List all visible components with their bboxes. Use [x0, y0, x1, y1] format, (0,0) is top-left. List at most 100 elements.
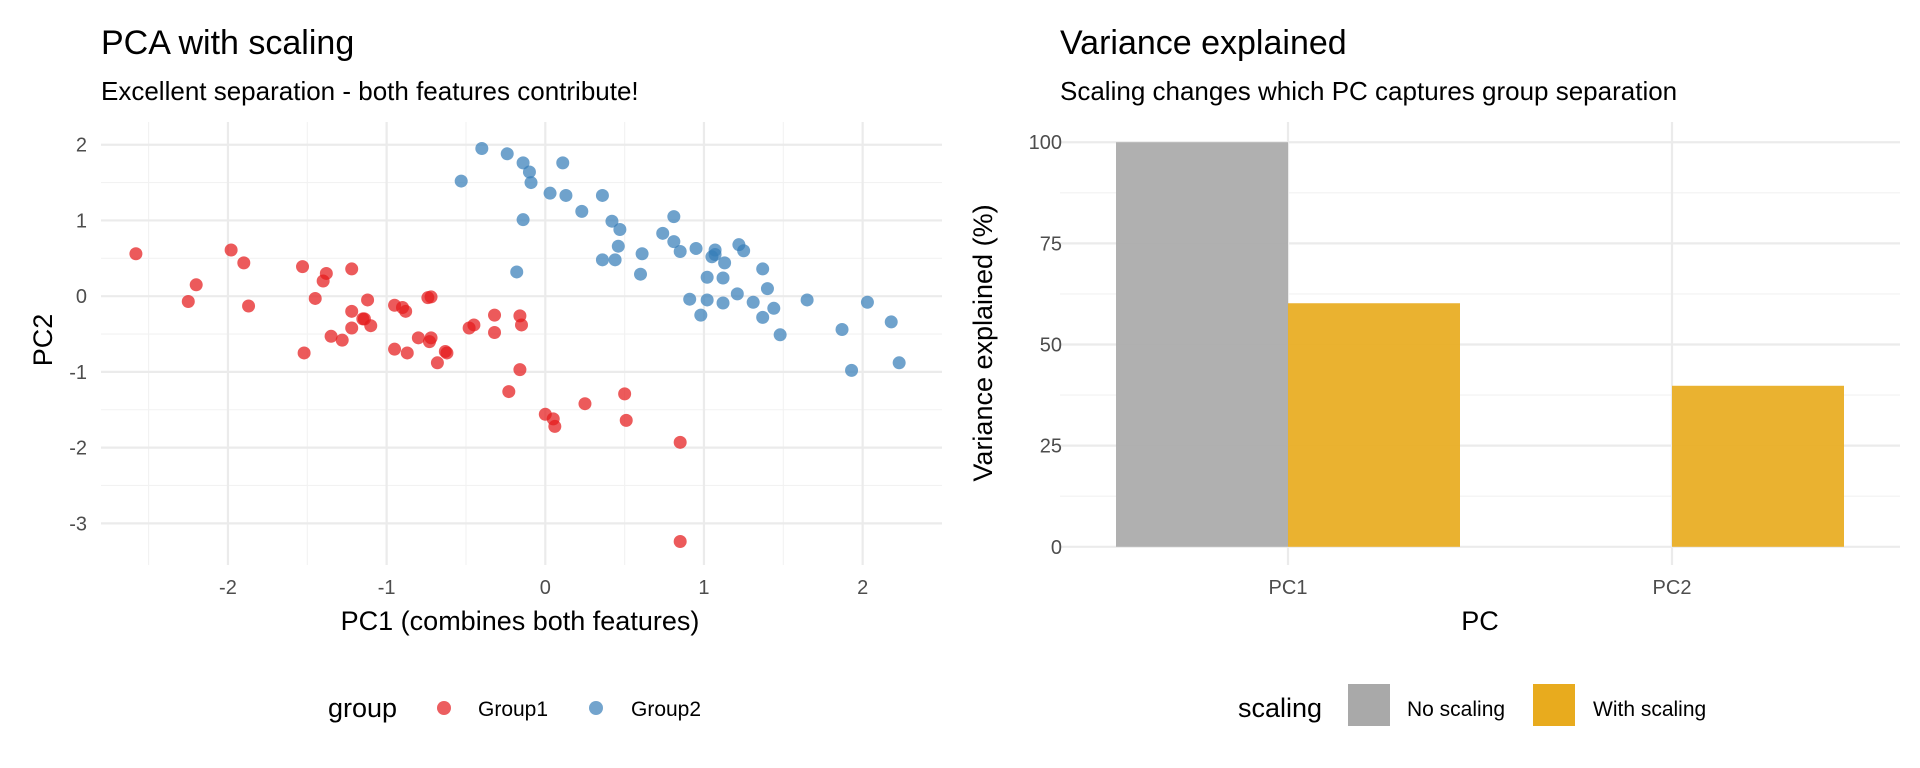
point-group2	[475, 142, 489, 156]
scatter-x-tick-label: -1	[378, 577, 396, 599]
scatter-x-tick-label: 1	[698, 577, 709, 599]
bar-x-tick-labels: PC1 PC2	[1269, 577, 1692, 599]
bar-subtitle: Scaling changes which PC captures group …	[1060, 76, 1677, 106]
legend-label-group1: Group1	[478, 698, 548, 721]
scatter-x-tick-labels: -2 -1 0 1 2	[219, 577, 868, 599]
scatter-y-tick-label: -2	[69, 438, 87, 460]
point-group2	[656, 226, 670, 240]
point-group2	[708, 243, 722, 257]
point-group2	[716, 271, 730, 285]
bar-x-axis-title: PC	[1461, 606, 1499, 636]
scatter-y-tick-labels: -3 -2 -1 0 1 2	[69, 135, 87, 536]
point-group2	[835, 322, 849, 336]
point-group1	[513, 363, 527, 377]
point-group1	[548, 419, 562, 433]
bar-with-scaling-pc2	[1672, 385, 1844, 547]
scatter-subtitle: Excellent separation - both features con…	[101, 76, 639, 106]
bar-y-tick-label: 75	[1040, 233, 1062, 255]
scatter-x-tick-label: 2	[857, 577, 868, 599]
bar-y-tick-label: 0	[1051, 537, 1062, 559]
point-group2	[756, 310, 770, 324]
point-group1	[357, 312, 371, 326]
point-group2	[767, 301, 781, 315]
point-group1	[399, 304, 413, 318]
point-group2	[730, 287, 744, 301]
point-group2	[845, 363, 859, 377]
point-group2	[760, 282, 774, 296]
point-group2	[860, 295, 874, 309]
point-group2	[718, 256, 732, 270]
legend-key-group2	[589, 701, 603, 715]
scatter-title: PCA with scaling	[101, 24, 354, 62]
point-group2	[700, 270, 714, 284]
point-group2	[611, 239, 625, 253]
point-group2	[500, 147, 514, 161]
legend-label-with-scaling: With scaling	[1593, 698, 1706, 721]
legend-label-group2: Group2	[631, 698, 701, 721]
point-group1	[388, 342, 402, 356]
point-group2	[543, 186, 557, 200]
point-group2	[737, 244, 751, 258]
point-group1	[297, 346, 311, 360]
scatter-y-tick-label: 1	[76, 210, 87, 232]
variance-bar-panel: Variance explained Scaling changes which…	[968, 24, 1900, 726]
point-group2	[773, 328, 787, 342]
scatter-legend-title: group	[328, 693, 397, 723]
point-group1	[129, 247, 143, 261]
point-group1	[296, 260, 310, 274]
point-group2	[756, 262, 770, 276]
point-group1	[181, 294, 195, 308]
scatter-legend: group Group1 Group2	[328, 693, 701, 723]
scatter-y-tick-label: 2	[76, 135, 87, 157]
point-group2	[516, 213, 530, 227]
point-group1	[619, 413, 633, 427]
point-group1	[189, 278, 203, 292]
point-group1	[361, 293, 375, 307]
bar-no-scaling-pc1	[1116, 142, 1288, 547]
point-group2	[605, 214, 619, 228]
point-group1	[345, 262, 359, 276]
bar-title: Variance explained	[1060, 24, 1347, 62]
point-group2	[608, 253, 622, 267]
point-group1	[345, 304, 359, 318]
scatter-x-axis-title: PC1 (combines both features)	[341, 606, 700, 636]
pca-scatter-panel: PCA with scaling Excellent separation - …	[28, 24, 942, 723]
legend-key-with-scaling	[1533, 684, 1575, 726]
point-group1	[467, 318, 481, 332]
point-group1	[224, 243, 238, 257]
point-group1	[502, 385, 516, 399]
point-group2	[716, 296, 730, 310]
legend-label-no-scaling: No scaling	[1407, 698, 1505, 721]
point-group2	[634, 267, 648, 281]
scatter-x-tick-label: 0	[540, 577, 551, 599]
point-group1	[308, 291, 322, 305]
scatter-y-tick-label: -1	[69, 362, 87, 384]
point-group1	[335, 333, 349, 347]
bar-y-tick-labels: 0 25 50 75 100	[1029, 132, 1062, 559]
point-group2	[673, 244, 687, 258]
legend-key-group1	[437, 701, 451, 715]
bar-with-scaling-pc1	[1288, 303, 1460, 547]
point-group1	[411, 331, 425, 345]
point-group2	[575, 204, 589, 218]
point-group2	[556, 156, 570, 170]
bar-y-tick-label: 100	[1029, 132, 1062, 154]
scatter-x-tick-label: -2	[219, 577, 237, 599]
point-group1	[424, 290, 438, 304]
point-group1	[319, 266, 333, 280]
point-group2	[689, 241, 703, 255]
bar-x-tick-label: PC1	[1269, 577, 1308, 599]
point-group2	[694, 308, 708, 322]
bar-legend: scaling No scaling With scaling	[1238, 684, 1706, 726]
point-group2	[635, 247, 649, 261]
point-group2	[683, 292, 697, 306]
point-group2	[667, 210, 681, 224]
point-group2	[613, 223, 627, 237]
point-group1	[488, 308, 502, 322]
point-group1	[673, 535, 687, 549]
point-group2	[524, 176, 538, 190]
point-group1	[430, 356, 444, 370]
point-group2	[667, 235, 681, 249]
point-group1	[242, 299, 256, 313]
